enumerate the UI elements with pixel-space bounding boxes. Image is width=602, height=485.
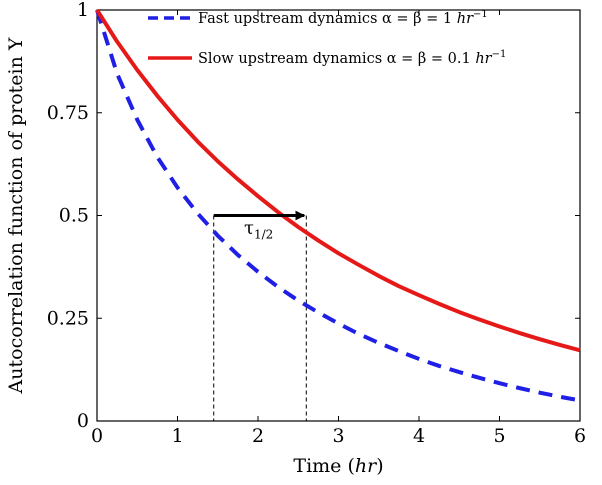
x-axis-label-text: Time (: [293, 455, 354, 477]
legend-entry-fast: Fast upstream dynamics α = β = 1 hr−1: [198, 9, 488, 27]
legend: Fast upstream dynamics α = β = 1 hr−1 Sl…: [148, 9, 506, 67]
legend-entry-fast-exp: −1: [473, 9, 488, 20]
y-tick-label: 0.25: [47, 307, 89, 329]
legend-entry-slow-exp: −1: [492, 49, 507, 60]
half-life-guides: [213, 215, 307, 421]
x-axis-label-close: ): [376, 455, 383, 477]
legend-entry-fast-unit: hr: [457, 11, 474, 27]
x-axis-label-unit: hr: [355, 455, 378, 477]
half-life-annotation: τ1/2: [213, 210, 306, 242]
series-line-slow: [95, 8, 581, 353]
legend-entry-slow-text: Slow upstream dynamics α = β = 0.1: [198, 51, 475, 67]
legend-entry-fast-text: Fast upstream dynamics α = β = 1: [198, 11, 457, 27]
x-tick-label: 5: [493, 425, 505, 447]
plot-area: [96, 9, 581, 422]
legend-entry-slow: Slow upstream dynamics α = β = 0.1 hr−1: [198, 49, 506, 67]
y-tick-label: 0.75: [47, 102, 89, 124]
y-tick-label: 0: [77, 410, 89, 432]
x-axis-label: Time (hr): [293, 455, 383, 477]
axes-box: [96, 9, 581, 422]
series-line-fast: [95, 9, 581, 403]
x-tick-label: 4: [413, 425, 425, 447]
y-tick-label: 0.5: [59, 205, 89, 227]
y-axis-label: Autocorrelation function of protein Y: [5, 37, 27, 394]
x-tick-label: 2: [252, 425, 264, 447]
x-tick-label: 6: [574, 425, 586, 447]
legend-entry-slow-unit: hr: [475, 51, 492, 67]
x-tick-label: 1: [171, 425, 183, 447]
x-tick-label: 3: [332, 425, 344, 447]
half-life-label: τ1/2: [244, 218, 273, 242]
series-lines: [95, 8, 581, 403]
axis-ticks: 0 1 2 3 4 5 6 0 0.25 0.5 0.75 1: [47, 0, 586, 447]
y-tick-label: 1: [77, 0, 89, 21]
x-tick-label: 0: [91, 425, 103, 447]
